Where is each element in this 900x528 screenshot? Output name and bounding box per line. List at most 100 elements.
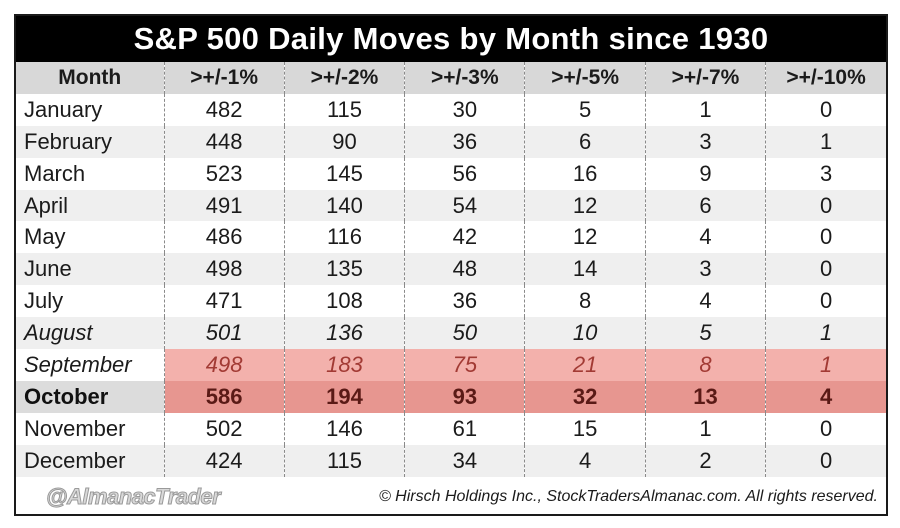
table-row: August 501 136 50 10 5 1 <box>16 317 886 350</box>
value-cell: 42 <box>404 221 525 254</box>
value-cell: 523 <box>163 157 285 190</box>
value-cell: 1 <box>765 125 886 158</box>
value-cell: 15 <box>524 412 646 445</box>
table-row: October 586 194 93 32 13 4 <box>16 380 886 413</box>
value-cell: 93 <box>404 380 525 413</box>
month-cell: October <box>16 380 164 413</box>
month-cell: January <box>24 96 103 122</box>
table-row: June 498 135 48 14 3 0 <box>16 253 886 286</box>
value-cell: 115 <box>283 444 405 477</box>
value-cell: 16 <box>524 157 646 190</box>
table-row: March 523 145 56 16 9 3 <box>16 157 886 190</box>
header-row: Month >+/-1% >+/-2% >+/-3% >+/-5% >+/-7% >+/-1… <box>16 62 886 94</box>
month-cell: November <box>24 415 126 441</box>
value-cell: 30 <box>404 93 525 126</box>
value-cell: 0 <box>765 253 886 286</box>
table-row: April 491 140 54 12 6 0 <box>16 189 886 222</box>
value-cell: 145 <box>283 157 405 190</box>
table-body: January 482 115 30 5 1 0 February 448 90 36 6 3 1 Marc… <box>16 93 886 477</box>
value-cell: 12 <box>524 221 646 254</box>
value-cell: 108 <box>283 285 405 318</box>
chart-title: S&P 500 Daily Moves by Month since 1930 <box>16 16 886 62</box>
value-cell: 48 <box>404 253 525 286</box>
value-cell: 6 <box>644 189 766 222</box>
value-cell: 21 <box>524 349 646 381</box>
value-cell: 136 <box>283 317 405 350</box>
value-cell: 8 <box>524 285 646 318</box>
value-cell: 498 <box>163 253 285 286</box>
value-cell: 448 <box>163 125 285 158</box>
month-cell: April <box>16 189 164 222</box>
value-cell: 0 <box>765 285 886 318</box>
column-header: >+/-5% <box>524 62 646 94</box>
copyright-text: © Hirsch Holdings Inc., StockTradersAlma… <box>378 488 878 505</box>
table-row: September 498 183 75 21 8 1 <box>16 349 886 381</box>
value-cell: 61 <box>404 412 525 445</box>
value-cell: 4 <box>644 285 766 318</box>
value-cell: 482 <box>163 93 285 126</box>
value-cell: 5 <box>644 317 766 350</box>
value-cell: 135 <box>283 253 405 286</box>
value-cell: 1 <box>644 93 766 126</box>
value-cell: 9 <box>644 157 766 190</box>
value-cell: 1 <box>765 317 886 350</box>
value-cell: 498 <box>163 349 285 381</box>
month-cell: August <box>16 317 164 350</box>
column-header: >+/-7% <box>644 62 766 94</box>
value-cell: 13 <box>644 380 766 413</box>
table-row: February 448 90 36 6 3 1 <box>16 125 886 158</box>
value-cell: 0 <box>765 412 886 445</box>
table-row: November 502 146 61 15 1 0 <box>16 412 886 445</box>
value-cell: 12 <box>524 189 646 222</box>
value-cell: 491 <box>163 189 285 222</box>
column-header: >+/-2% <box>283 62 405 94</box>
footer: @AlmanacTrader © Hirsch Holdings Inc., S… <box>16 484 886 514</box>
value-cell: 36 <box>404 125 525 158</box>
month-cell: March <box>24 160 86 186</box>
value-cell: 5 <box>524 93 646 126</box>
month-cell: September <box>16 349 164 381</box>
column-header: >+/-10% <box>765 62 886 94</box>
value-cell: 486 <box>163 221 285 254</box>
value-cell: 183 <box>283 349 405 381</box>
value-cell: 501 <box>163 317 285 350</box>
value-cell: 424 <box>163 444 285 477</box>
value-cell: 50 <box>404 317 525 350</box>
value-cell: 146 <box>283 412 405 445</box>
value-cell: 3 <box>644 253 766 286</box>
value-cell: 54 <box>404 189 525 222</box>
table-row: May 486 116 42 12 4 0 <box>16 221 886 254</box>
value-cell: 8 <box>644 349 766 381</box>
value-cell: 6 <box>524 125 646 158</box>
value-cell: 0 <box>765 93 886 126</box>
value-cell: 36 <box>404 285 525 318</box>
value-cell: 502 <box>163 412 285 445</box>
month-cell: December <box>16 444 164 477</box>
value-cell: 1 <box>765 349 886 381</box>
value-cell: 2 <box>644 444 766 477</box>
column-header: >+/-1% <box>163 62 285 94</box>
value-cell: 90 <box>283 125 405 158</box>
table-row: July 471 108 36 8 4 0 <box>16 285 886 318</box>
value-cell: 140 <box>283 189 405 222</box>
column-header-month: Month <box>16 62 164 94</box>
value-cell: 56 <box>404 157 525 190</box>
table-row: January 482 115 30 5 1 0 <box>16 93 886 126</box>
value-cell: 32 <box>524 380 646 413</box>
month-cell: February <box>16 125 164 158</box>
handle-watermark: @AlmanacTrader <box>45 484 221 510</box>
month-cell: June <box>16 253 164 286</box>
month-cell: July <box>24 288 64 314</box>
value-cell: 115 <box>283 93 405 126</box>
value-cell: 14 <box>524 253 646 286</box>
table-row: December 424 115 34 4 2 0 <box>16 444 886 477</box>
value-cell: 3 <box>644 125 766 158</box>
value-cell: 194 <box>283 380 405 413</box>
value-cell: 4 <box>524 444 646 477</box>
value-cell: 34 <box>404 444 525 477</box>
value-cell: 75 <box>404 349 525 381</box>
value-cell: 0 <box>765 221 886 254</box>
value-cell: 1 <box>644 412 766 445</box>
value-cell: 586 <box>163 380 285 413</box>
column-header: >+/-3% <box>404 62 525 94</box>
